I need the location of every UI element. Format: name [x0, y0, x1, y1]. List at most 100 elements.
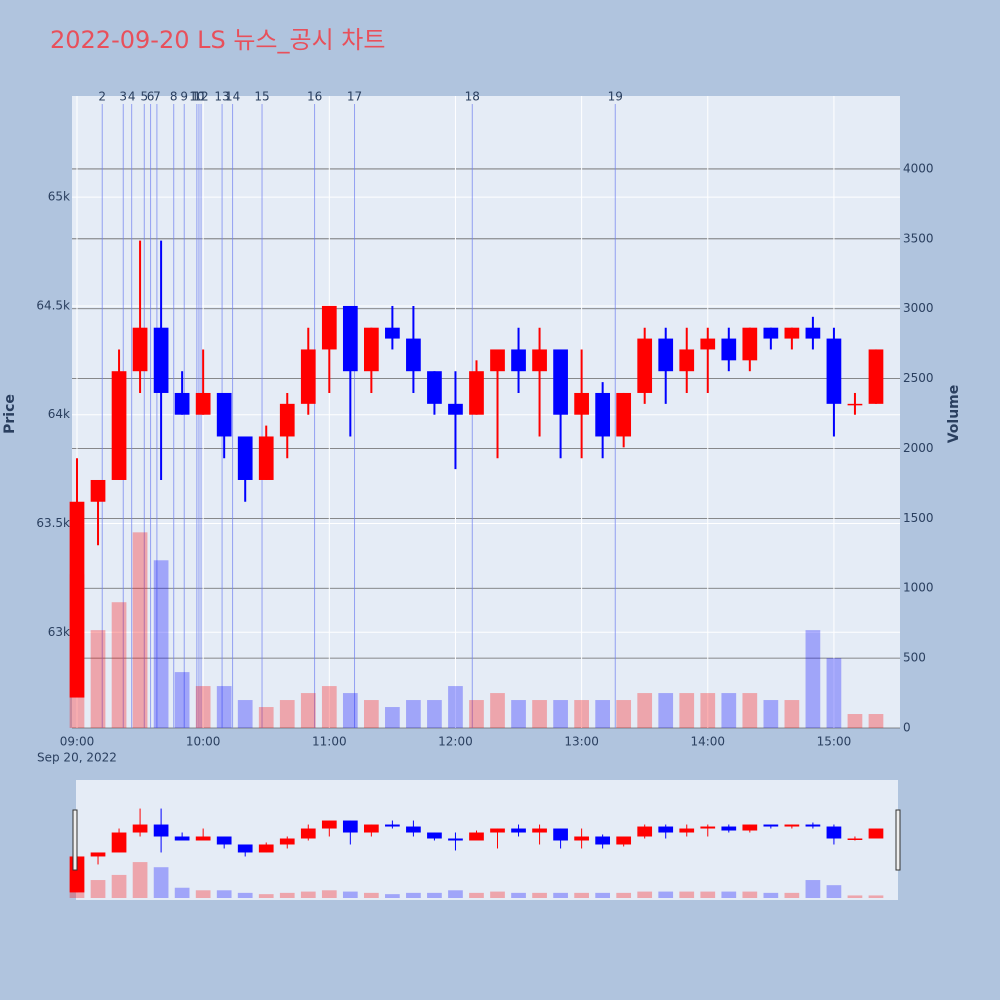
volume-bar [174, 672, 190, 728]
volume-bar [406, 892, 421, 898]
volume-bar [595, 700, 610, 728]
volume-bar [847, 714, 863, 728]
candle-body [763, 327, 779, 339]
candle-body [574, 836, 589, 841]
candle-body [532, 349, 547, 372]
candle-body [132, 824, 148, 833]
volume-bar [153, 867, 169, 898]
volume-bar [511, 892, 526, 898]
y-axis-title: Price [2, 394, 18, 434]
volume-bar [658, 891, 674, 898]
x-tick-label: 10:00 [186, 735, 221, 749]
volume-bar [385, 894, 400, 898]
candle-body [216, 836, 232, 845]
candle-body [300, 828, 316, 839]
candle-body [111, 371, 127, 480]
volume-bar [216, 686, 232, 728]
news-label: 15 [254, 90, 269, 104]
candle-body [342, 305, 358, 372]
candle-body [195, 836, 211, 841]
volume-bar [427, 892, 442, 898]
candle-body [868, 349, 884, 404]
volume-bar [679, 693, 695, 728]
volume-bar [868, 714, 884, 728]
candle-body [90, 479, 106, 502]
news-label: 7 [153, 90, 161, 104]
volume-bar [637, 693, 653, 728]
news-label: 13 [214, 90, 229, 104]
candle-body [511, 828, 526, 833]
candle-body [847, 838, 863, 841]
candle-body [195, 392, 211, 415]
candle-body [721, 826, 737, 831]
candle-body [279, 403, 295, 437]
candle-body [364, 327, 379, 372]
candle-body [595, 836, 610, 845]
volume-bar [321, 686, 337, 728]
volume-bar [763, 700, 779, 728]
x-date-label: Sep 20, 2022 [37, 751, 117, 765]
candle-body [595, 392, 610, 437]
x-tick-label: 15:00 [817, 735, 852, 749]
candle-body [742, 824, 758, 831]
y2-tick-label: 0 [903, 721, 911, 735]
y2-axis-title: Volume [946, 385, 962, 444]
volume-bar [532, 700, 547, 728]
candle-body [700, 826, 716, 829]
volume-bar [132, 862, 148, 898]
candle-body [700, 338, 716, 350]
candle-body [469, 832, 484, 841]
volume-bar [111, 874, 127, 898]
candle-body [448, 403, 463, 415]
candle-body [868, 828, 884, 839]
candle-body [616, 392, 632, 437]
candle-body [321, 305, 337, 350]
volume-bar [490, 693, 505, 728]
volume-bar [700, 891, 716, 898]
news-label: 14 [225, 90, 240, 104]
y2-tick-label: 2000 [903, 441, 934, 455]
y-tick-label: 63.5k [36, 516, 70, 530]
candle-body [258, 844, 274, 853]
volume-bar [237, 700, 253, 728]
candle-body [406, 338, 421, 372]
volume-bar [448, 686, 463, 728]
volume-bar [616, 892, 632, 898]
candle-body [216, 392, 232, 437]
range-slider[interactable] [76, 780, 898, 900]
y2-tick-label: 500 [903, 651, 926, 665]
candle-body [406, 826, 421, 833]
y2-tick-label: 1000 [903, 581, 934, 595]
candle-body [742, 327, 758, 361]
volume-bar [805, 880, 821, 898]
volume-bar [237, 892, 253, 898]
volume-bar [679, 891, 695, 898]
news-label: 19 [608, 90, 623, 104]
volume-bar [385, 707, 400, 728]
candle-body [174, 836, 190, 841]
volume-bar [216, 890, 232, 898]
candle-body [69, 501, 85, 698]
news-label: 10 [189, 90, 204, 104]
candle-body [553, 349, 568, 415]
news-label: 9 [180, 90, 188, 104]
volume-bar [90, 880, 106, 898]
candle-body [616, 836, 632, 845]
volume-bar [553, 700, 568, 728]
candle-body [153, 824, 169, 837]
candle-body [511, 349, 526, 372]
news-label: 12 [193, 90, 208, 104]
candle-body [763, 824, 779, 827]
volume-bar [279, 700, 295, 728]
candle-body [679, 828, 695, 833]
candle-body [174, 392, 190, 415]
volume-bar [490, 891, 505, 898]
volume-bar [469, 700, 484, 728]
candle-body [258, 436, 274, 480]
candle-body [805, 327, 821, 339]
candle-body [658, 826, 674, 833]
candle-body [364, 824, 379, 833]
y-tick-label: 64.5k [36, 298, 70, 312]
candle-body [784, 327, 800, 339]
volume-bar [406, 700, 421, 728]
